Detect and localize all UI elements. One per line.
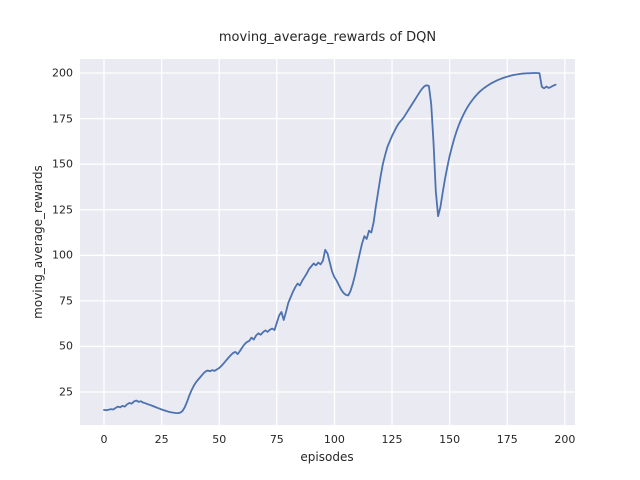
y-tick-label: 200 bbox=[52, 66, 73, 80]
chart-title: moving_average_rewards of DQN bbox=[218, 30, 437, 45]
x-axis-label: episodes bbox=[300, 450, 354, 464]
chart-canvas bbox=[80, 59, 575, 425]
y-axis-label: moving_average_rewards bbox=[31, 165, 45, 319]
y-tick-label: 25 bbox=[59, 385, 73, 399]
x-tick-label: 175 bbox=[496, 433, 518, 446]
x-tick-label: 50 bbox=[212, 433, 227, 446]
x-tick-label: 25 bbox=[154, 433, 169, 446]
y-tick-label: 75 bbox=[59, 294, 73, 308]
y-tick-label: 100 bbox=[52, 248, 73, 262]
x-tick-label: 125 bbox=[381, 433, 403, 446]
y-tick-label: 125 bbox=[52, 203, 73, 217]
plot-area bbox=[80, 59, 575, 425]
x-tick-label: 200 bbox=[554, 433, 576, 446]
x-tick-label: 0 bbox=[100, 433, 108, 446]
y-tick-label: 150 bbox=[52, 157, 73, 171]
data-line-series bbox=[103, 72, 557, 415]
x-tick-label: 100 bbox=[323, 433, 345, 446]
x-tick-label: 75 bbox=[269, 433, 284, 446]
y-tick-label: 175 bbox=[52, 112, 73, 126]
y-tick-label: 50 bbox=[59, 339, 73, 353]
x-tick-label: 150 bbox=[439, 433, 461, 446]
